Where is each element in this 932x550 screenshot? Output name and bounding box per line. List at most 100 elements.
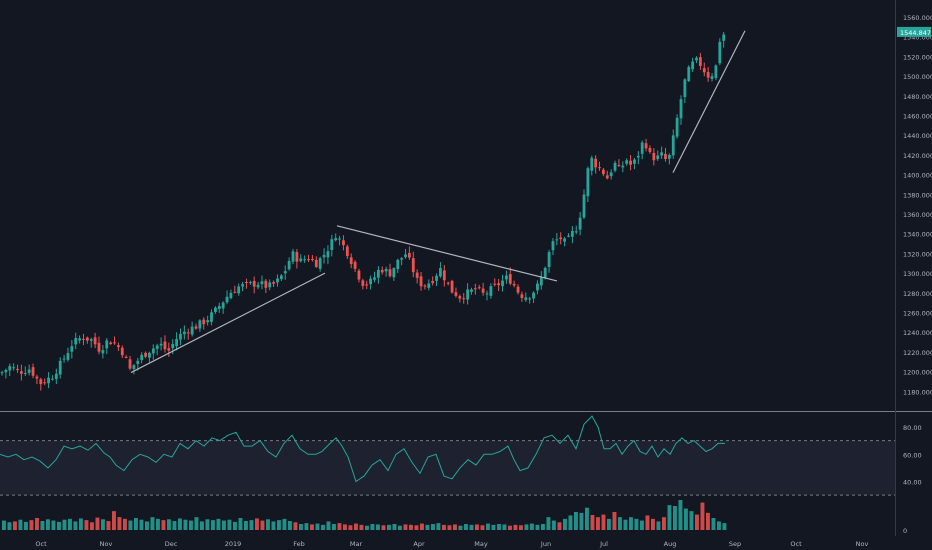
candle-body: [272, 282, 275, 284]
candle-body: [594, 158, 598, 168]
rsi-band-fill: [0, 440, 895, 496]
volume-bar: [458, 525, 463, 530]
volume-bar: [205, 519, 210, 530]
candle-body: [625, 160, 629, 164]
volume-bar: [640, 520, 644, 530]
candle-body: [489, 286, 493, 296]
candle-body: [194, 326, 198, 329]
volume-bar: [216, 518, 221, 530]
volume-bar: [343, 524, 347, 530]
candle-body: [512, 283, 516, 286]
time-tick-label: Jul: [599, 540, 608, 548]
volume-bar: [288, 521, 292, 530]
candle-body: [295, 252, 299, 262]
volume-bar: [403, 524, 408, 530]
time-tick-label: Apr: [413, 540, 425, 548]
candle-body: [202, 319, 206, 325]
candle-body: [279, 275, 283, 280]
candle-body: [392, 268, 396, 278]
last-price-marker: 1544.847: [897, 26, 931, 37]
candle-body: [528, 298, 532, 300]
candle-body: [54, 373, 58, 380]
volume-bar: [321, 524, 325, 530]
volume-bar: [46, 519, 50, 530]
volume-bar: [282, 518, 287, 530]
volume-bar: [387, 524, 391, 530]
candle-body: [555, 239, 559, 241]
volume-bar: [266, 519, 270, 530]
time-tick-label: 2019: [225, 540, 242, 548]
price-tick-label: 1560.000: [903, 14, 932, 22]
candle-body: [369, 278, 372, 285]
volume-bar: [557, 522, 562, 530]
volume-bar: [167, 519, 171, 530]
candle-body: [563, 238, 566, 242]
volume-bar: [381, 525, 386, 530]
volume-bar: [711, 518, 716, 530]
candle-body: [144, 352, 147, 357]
candle-body: [128, 359, 132, 369]
candle-body: [582, 194, 586, 218]
candle-body: [699, 57, 702, 66]
price-tick-label: 1240.000: [903, 329, 932, 337]
volume-bar: [178, 518, 182, 530]
candle-body: [376, 269, 380, 278]
candle-body: [477, 287, 481, 289]
candle-body: [543, 267, 547, 278]
candle-body: [508, 274, 512, 284]
price-tick-label: 1420.000: [903, 152, 932, 160]
candle-body: [388, 269, 392, 277]
candle-body: [78, 338, 81, 341]
candle-body: [326, 251, 330, 258]
rsi-pane: [0, 415, 895, 496]
candle-body: [101, 350, 105, 354]
candle-body: [190, 326, 194, 335]
volume-bar: [601, 514, 606, 530]
candle-body: [117, 345, 120, 348]
volume-bar: [519, 525, 523, 530]
volume-bar: [398, 525, 402, 530]
candle-body: [656, 155, 660, 160]
price-tick-label: 1380.000: [903, 191, 932, 199]
volume-bar: [508, 525, 512, 530]
candle-body: [314, 259, 318, 267]
candle-body: [380, 269, 384, 273]
candle-body: [8, 366, 12, 371]
candle-body: [353, 261, 357, 269]
volume-bar: [128, 520, 133, 530]
time-tick-label: Feb: [293, 540, 305, 548]
candle-body: [683, 79, 687, 98]
volume-bar: [337, 523, 342, 530]
volume-bar: [222, 520, 226, 530]
candle-body: [361, 280, 365, 286]
candle-body: [237, 286, 241, 294]
candle-body: [466, 289, 469, 300]
candle-body: [648, 148, 652, 152]
candle-body: [163, 341, 167, 350]
candle-body: [27, 369, 31, 373]
volume-bar: [145, 521, 149, 530]
candle-body: [311, 258, 314, 260]
candle-body: [590, 157, 594, 171]
candle-body: [458, 296, 462, 299]
candle-body: [633, 159, 636, 164]
price-axis: 1560.000 1540.000 1520.000 1500.000 1480.000…: [903, 14, 932, 396]
volume-axis: 0: [903, 527, 907, 535]
candle-body: [679, 99, 683, 119]
volume-bar: [359, 524, 364, 530]
candle-body: [664, 153, 667, 159]
volume-bar: [409, 524, 413, 530]
volume-bar: [684, 508, 688, 530]
time-tick-label: Mar: [350, 540, 363, 548]
candle-body: [706, 72, 710, 78]
time-tick-label: Aug: [664, 540, 677, 548]
volume-bar: [293, 522, 298, 530]
candle-body: [605, 175, 609, 179]
volume-bar: [326, 521, 331, 530]
candle-body: [334, 238, 338, 241]
volume-bar: [502, 524, 507, 530]
candle-body: [714, 65, 718, 78]
volume-bar: [315, 523, 320, 530]
candle-body: [473, 288, 477, 290]
candle-body: [570, 230, 574, 237]
